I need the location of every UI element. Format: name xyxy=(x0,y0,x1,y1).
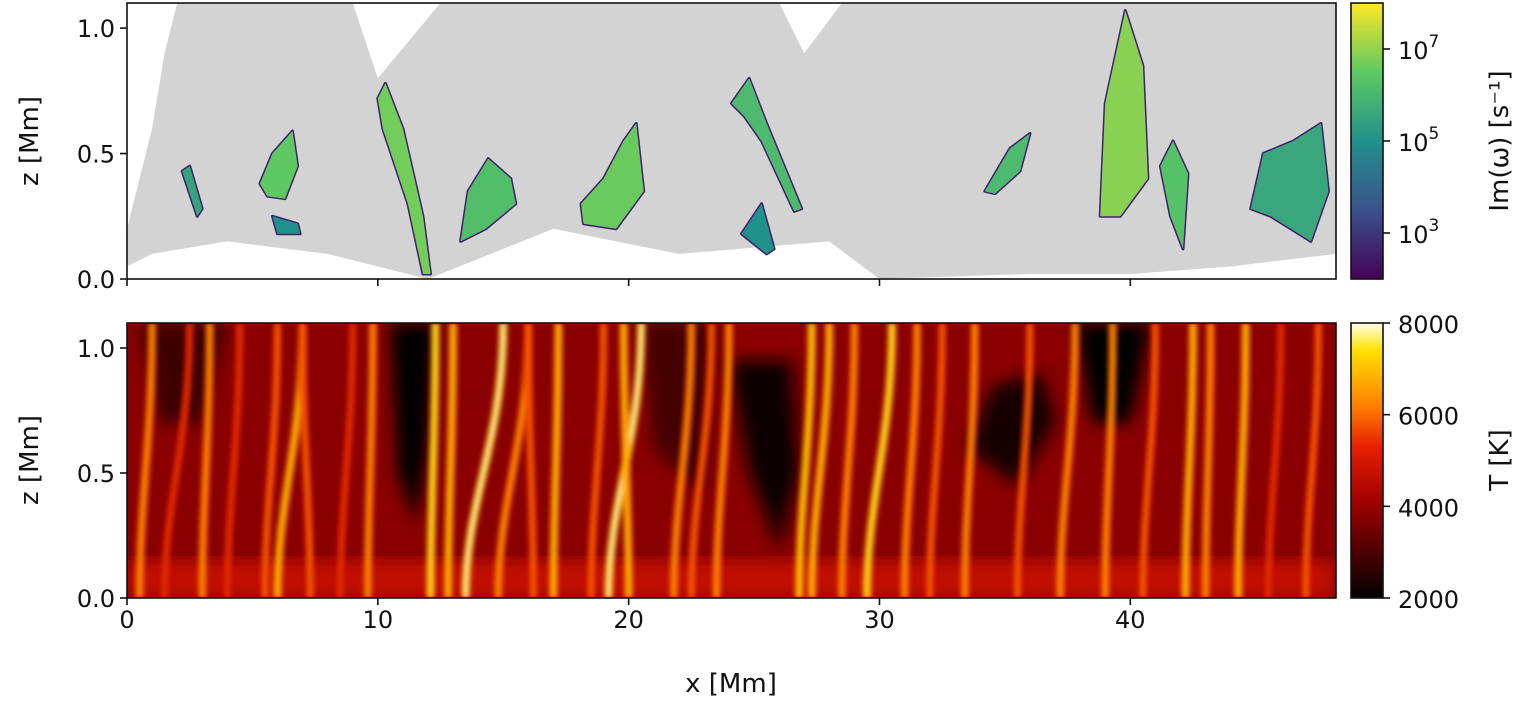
hot-filament xyxy=(551,323,560,598)
hot-filament xyxy=(429,323,438,598)
x-tick-label: 20 xyxy=(613,606,644,634)
bottom-panel: 0 10 20 30 40 0.0 0.5 1.0 z [Mm] x [Mm] 8000 600… xyxy=(15,311,1515,699)
top-ylabel: z [Mm] xyxy=(15,96,45,186)
unstable-region xyxy=(377,83,431,274)
bottom-ylabel: z [Mm] xyxy=(15,415,45,505)
hot-filament xyxy=(1141,323,1157,598)
masked-region xyxy=(127,3,1336,279)
x-tick-label: 0 xyxy=(119,606,134,634)
cool-region xyxy=(390,323,436,523)
colorbar-tick-label: 4000 xyxy=(1398,494,1459,522)
hot-filament xyxy=(797,323,814,598)
hot-filament xyxy=(301,323,312,598)
hot-filament xyxy=(366,323,375,598)
top-panel: 0.0 0.5 1.0 z [Mm] 107 105 103 Im(ω) [s⁻¹] xyxy=(15,2,1515,294)
bottom-axes-frame xyxy=(126,322,1337,599)
colorbar-tick-label: 105 xyxy=(1398,124,1439,157)
x-tick-label: 40 xyxy=(1115,606,1146,634)
y-tick-label: 1.0 xyxy=(77,15,115,43)
colorbar-tick-label: 107 xyxy=(1398,32,1439,65)
hot-filament xyxy=(526,323,535,598)
unstable-region xyxy=(741,203,775,254)
hot-filament xyxy=(163,323,192,598)
hot-filament xyxy=(622,323,631,598)
hot-filament xyxy=(689,323,713,598)
hot-filament xyxy=(1304,323,1320,598)
hot-filament xyxy=(138,323,154,598)
bottom-heatmap xyxy=(127,323,1336,598)
hot-filament xyxy=(1204,323,1213,598)
hot-filament xyxy=(446,323,455,598)
hot-filament xyxy=(338,323,355,598)
colorbar-tick-label: 6000 xyxy=(1398,403,1459,431)
hot-filament xyxy=(840,323,856,598)
top-colorbar-ticks: 107 105 103 xyxy=(1383,32,1439,249)
hot-filament xyxy=(1236,323,1248,598)
hot-filament xyxy=(903,323,919,598)
hot-filament xyxy=(200,323,212,598)
top-colorbar-label: Im(ω) [s⁻¹] xyxy=(1485,70,1515,211)
unstable-region xyxy=(272,216,301,234)
warm-base-layer xyxy=(127,560,1336,598)
top-colorbar xyxy=(1350,2,1384,280)
unstable-region xyxy=(984,133,1030,194)
unstable-region xyxy=(259,131,298,199)
top-heatmap xyxy=(127,3,1336,279)
y-tick-label: 0.5 xyxy=(77,460,115,488)
hot-filament xyxy=(714,323,731,598)
unstable-region xyxy=(1100,10,1148,217)
x-tick-label: 10 xyxy=(363,606,394,634)
cool-region xyxy=(729,360,800,548)
hot-filament xyxy=(963,323,977,598)
colorbar-tick-label: 8000 xyxy=(1398,311,1459,339)
hot-filament xyxy=(1266,323,1283,598)
y-tick-label: 0.0 xyxy=(77,266,115,294)
hot-filament xyxy=(1184,323,1195,598)
unstable-region xyxy=(182,166,203,217)
unstable-region xyxy=(460,158,516,242)
cool-region xyxy=(641,323,717,498)
hot-filament xyxy=(464,323,505,598)
hot-filament xyxy=(225,323,242,598)
hot-filament xyxy=(1015,323,1032,598)
hot-filament xyxy=(810,323,831,598)
unstable-region xyxy=(1160,141,1188,249)
colorbar-tick-label: 2000 xyxy=(1398,586,1459,614)
bottom-xlabel: x [Mm] xyxy=(685,669,777,699)
unstable-region xyxy=(581,123,644,229)
hot-filament xyxy=(672,323,693,598)
y-tick-label: 1.0 xyxy=(77,335,115,363)
bottom-colorbar xyxy=(1350,322,1384,599)
bottom-colorbar-label: T [K] xyxy=(1485,429,1515,491)
top-axes-frame xyxy=(126,2,1337,280)
y-tick-label: 0.5 xyxy=(77,141,115,169)
hot-filament xyxy=(263,323,279,598)
colorbar-tick-label: 103 xyxy=(1398,216,1439,249)
hot-filament xyxy=(928,323,944,598)
hot-filament xyxy=(1058,323,1077,598)
bottom-colorbar-ticks: 8000 6000 4000 2000 xyxy=(1383,311,1459,614)
cool-region xyxy=(967,373,1056,486)
bottom-ticks: 0 10 20 30 40 0.0 0.5 1.0 xyxy=(77,335,1146,634)
hot-filament xyxy=(1103,323,1115,598)
hot-filament xyxy=(865,323,894,598)
hot-filament xyxy=(589,323,606,598)
x-tick-label: 30 xyxy=(864,606,895,634)
unstable-region xyxy=(731,78,802,212)
y-tick-label: 0.0 xyxy=(77,585,115,613)
hot-filaments xyxy=(135,323,1323,598)
top-ticks: 0.0 0.5 1.0 xyxy=(77,15,1132,294)
unstable-region xyxy=(1250,123,1329,242)
